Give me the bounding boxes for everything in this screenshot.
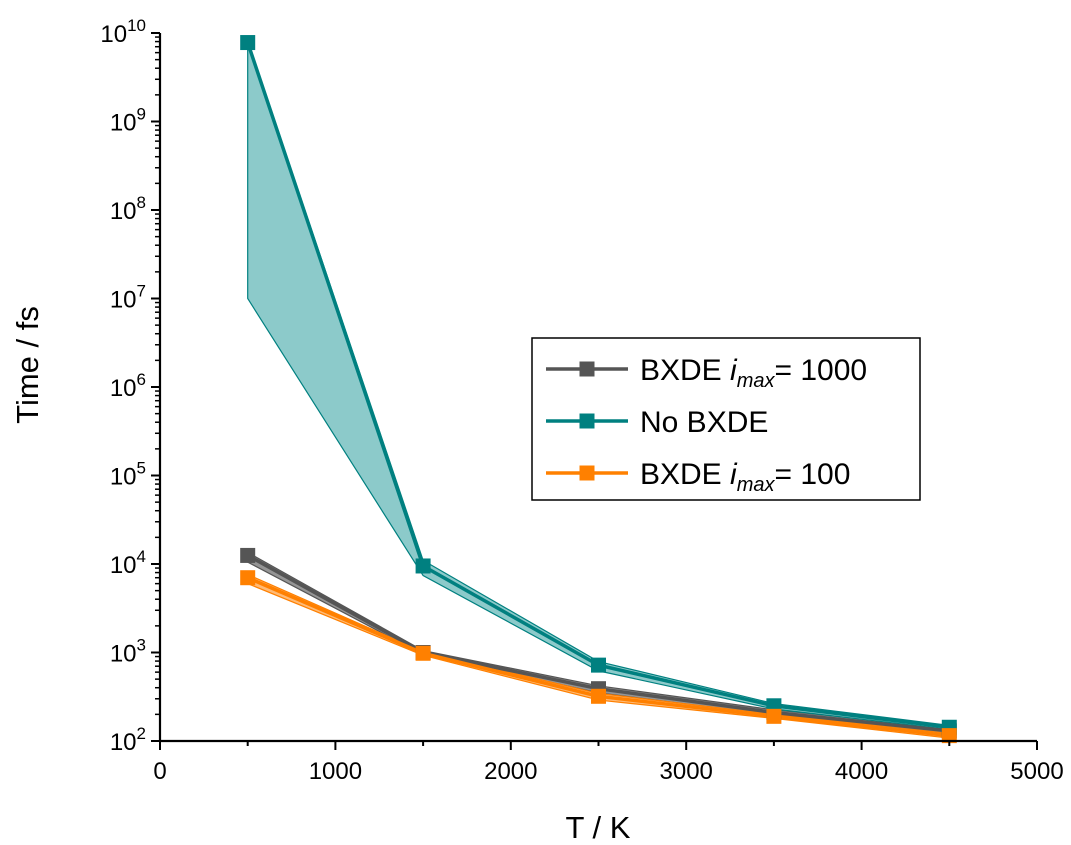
ticks <box>151 32 1038 750</box>
series-line-0 <box>246 553 950 733</box>
x-axis-title: T / K <box>566 810 631 845</box>
legend: BXDE imax= 1000 No BXDE BXDE imax= 100 <box>531 337 921 501</box>
y-tick-label: 108 <box>110 193 146 225</box>
band-0 <box>247 551 950 737</box>
data-point <box>941 728 957 744</box>
data-point <box>415 558 431 574</box>
y-tick-label: 102 <box>110 724 146 756</box>
legend-marker <box>579 361 595 377</box>
legend-label: BXDE imax= 1000 <box>640 354 867 392</box>
y-tick-label: 106 <box>110 370 146 402</box>
y-tick-label: 107 <box>110 282 146 314</box>
x-tick-label: 5000 <box>1010 758 1063 785</box>
series-markers <box>240 35 957 744</box>
data-point <box>240 547 256 563</box>
data-point <box>591 657 606 673</box>
x-tick-label: 4000 <box>835 758 888 785</box>
legend-label: No BXDE <box>640 406 768 439</box>
x-tick-label: 3000 <box>660 758 713 785</box>
data-point <box>415 645 431 661</box>
legend-marker <box>579 465 595 481</box>
data-point <box>591 688 606 704</box>
legend-marker <box>579 413 595 429</box>
y-tick-label: 105 <box>110 459 146 491</box>
y-tick-label: 103 <box>110 636 146 668</box>
y-axis-title: Time / fs <box>10 306 45 424</box>
data-point <box>240 35 256 51</box>
y-tick-label: 104 <box>110 547 146 579</box>
tick-labels: 0 1000 2000 3000 4000 5000 102 103 104 105 106 107 1… <box>100 16 1063 785</box>
x-tick-label: 2000 <box>484 758 537 785</box>
y-tick-label: 1010 <box>100 16 146 48</box>
legend-label: BXDE imax= 100 <box>640 458 850 496</box>
x-tick-label: 1000 <box>309 758 362 785</box>
y-tick-label: 109 <box>110 105 146 137</box>
x-tick-label: 0 <box>153 758 166 785</box>
data-point <box>240 570 256 586</box>
data-point <box>766 708 782 724</box>
